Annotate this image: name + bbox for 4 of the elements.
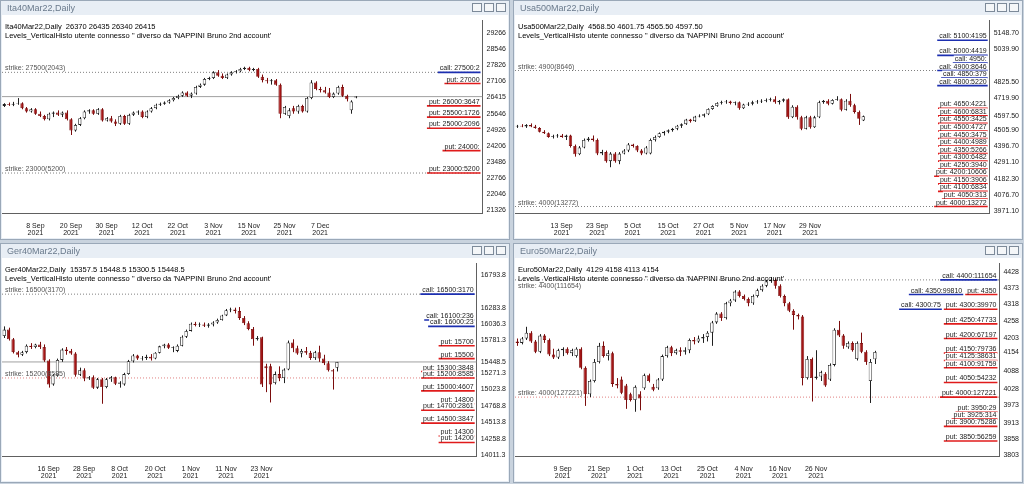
chart-title: Euro50Mar22,Daily [520, 246, 598, 256]
chart-title: Ita40Mar22,Daily [7, 3, 76, 13]
chart-title: Usa500Mar22,Daily [520, 3, 600, 13]
chart-title: Ger40Mar22,Daily [7, 246, 81, 256]
